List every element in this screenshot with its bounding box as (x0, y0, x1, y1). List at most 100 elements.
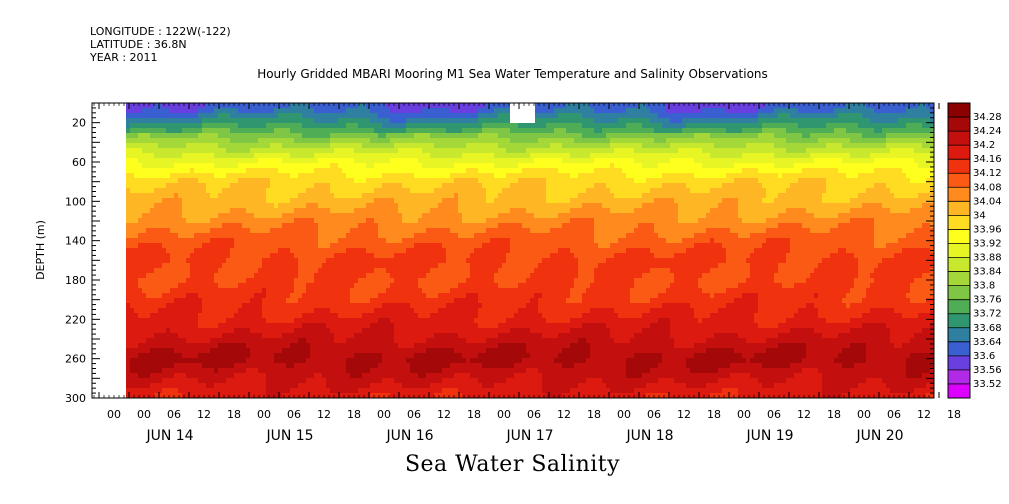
heatmap-cell (426, 348, 431, 354)
heatmap-cell (458, 113, 463, 119)
heatmap-cell (462, 123, 467, 129)
heatmap-cell (354, 208, 359, 214)
heatmap-cell (214, 228, 219, 234)
heatmap-cell (238, 393, 243, 398)
heatmap-cell (366, 263, 371, 269)
heatmap-cell (422, 108, 427, 114)
heatmap-cell (342, 228, 347, 234)
heatmap-cell (274, 198, 279, 204)
heatmap-cell (214, 303, 219, 309)
heatmap-cell (262, 113, 267, 119)
heatmap-cell (458, 158, 463, 164)
heatmap-cell (166, 238, 171, 244)
heatmap-cell (258, 183, 263, 189)
heatmap-cell (270, 138, 275, 144)
heatmap-cell (358, 393, 363, 398)
heatmap-cell (130, 118, 135, 124)
heatmap-cell (302, 363, 307, 369)
heatmap-cell (218, 273, 223, 279)
heatmap-cell (238, 388, 243, 394)
heatmap-cell (302, 378, 307, 384)
heatmap-cell (298, 118, 303, 124)
heatmap-cell (170, 163, 175, 169)
heatmap-cell (394, 103, 399, 109)
heatmap-cell (126, 323, 131, 329)
heatmap-cell (166, 218, 171, 224)
heatmap-cell (218, 228, 223, 234)
heatmap-cell (422, 193, 427, 199)
heatmap-cell (282, 148, 287, 154)
heatmap-cell (414, 193, 419, 199)
heatmap-cell (306, 278, 311, 284)
heatmap-cell (438, 378, 443, 384)
heatmap-cell (378, 393, 383, 398)
heatmap-cell (434, 198, 439, 204)
heatmap-cell (138, 263, 143, 269)
heatmap-cell (166, 203, 171, 209)
heatmap-cell (318, 118, 323, 124)
heatmap-cell (334, 108, 339, 114)
heatmap-cell (214, 338, 219, 344)
heatmap-cell (206, 143, 211, 149)
heatmap-cell (450, 133, 455, 139)
heatmap-cell (390, 318, 395, 324)
heatmap-cell (262, 248, 267, 254)
heatmap-cell (250, 338, 255, 344)
heatmap-cell (242, 373, 247, 379)
heatmap-cell (414, 133, 419, 139)
heatmap-cell (146, 238, 151, 244)
heatmap-cell (298, 293, 303, 299)
heatmap-cell (446, 363, 451, 369)
heatmap-cell (134, 338, 139, 344)
heatmap-cell (330, 153, 335, 159)
heatmap-cell (226, 318, 231, 324)
heatmap-cell (326, 213, 331, 219)
heatmap-cell (246, 238, 251, 244)
heatmap-cell (346, 108, 351, 114)
heatmap-cell (274, 243, 279, 249)
heatmap-cell (310, 318, 315, 324)
heatmap-cell (346, 298, 351, 304)
heatmap-cell (462, 183, 467, 189)
heatmap-cell (178, 298, 183, 304)
heatmap-cell (186, 298, 191, 304)
heatmap-cell (262, 338, 267, 344)
heatmap-cell (262, 308, 267, 314)
heatmap-cell (342, 353, 347, 359)
heatmap-cell (414, 288, 419, 294)
heatmap-cell (398, 193, 403, 199)
heatmap-cell (310, 173, 315, 179)
heatmap-cell (210, 178, 215, 184)
heatmap-cell (398, 198, 403, 204)
heatmap-cell (422, 208, 427, 214)
heatmap-cell (322, 213, 327, 219)
heatmap-cell (270, 343, 275, 349)
heatmap-cell (390, 263, 395, 269)
heatmap-cell (326, 368, 331, 374)
heatmap-cell (134, 163, 139, 169)
heatmap-cell (182, 343, 187, 349)
heatmap-cell (178, 153, 183, 159)
heatmap-cell (130, 343, 135, 349)
heatmap-cell (178, 148, 183, 154)
heatmap-cell (418, 213, 423, 219)
heatmap-cell (226, 263, 231, 269)
heatmap-cell (142, 143, 147, 149)
heatmap-cell (314, 368, 319, 374)
heatmap-cell (294, 238, 299, 244)
heatmap-cell (406, 298, 411, 304)
heatmap-cell (138, 328, 143, 334)
heatmap-cell (186, 303, 191, 309)
heatmap-cell (330, 283, 335, 289)
heatmap-cell (334, 338, 339, 344)
heatmap-cell (402, 288, 407, 294)
heatmap-cell (306, 218, 311, 224)
heatmap-cell (230, 158, 235, 164)
heatmap-cell (322, 333, 327, 339)
heatmap-cell (142, 198, 147, 204)
heatmap-cell (266, 308, 271, 314)
heatmap-cell (262, 348, 267, 354)
heatmap-cell (194, 183, 199, 189)
heatmap-cell (130, 273, 135, 279)
heatmap-cell (438, 303, 443, 309)
